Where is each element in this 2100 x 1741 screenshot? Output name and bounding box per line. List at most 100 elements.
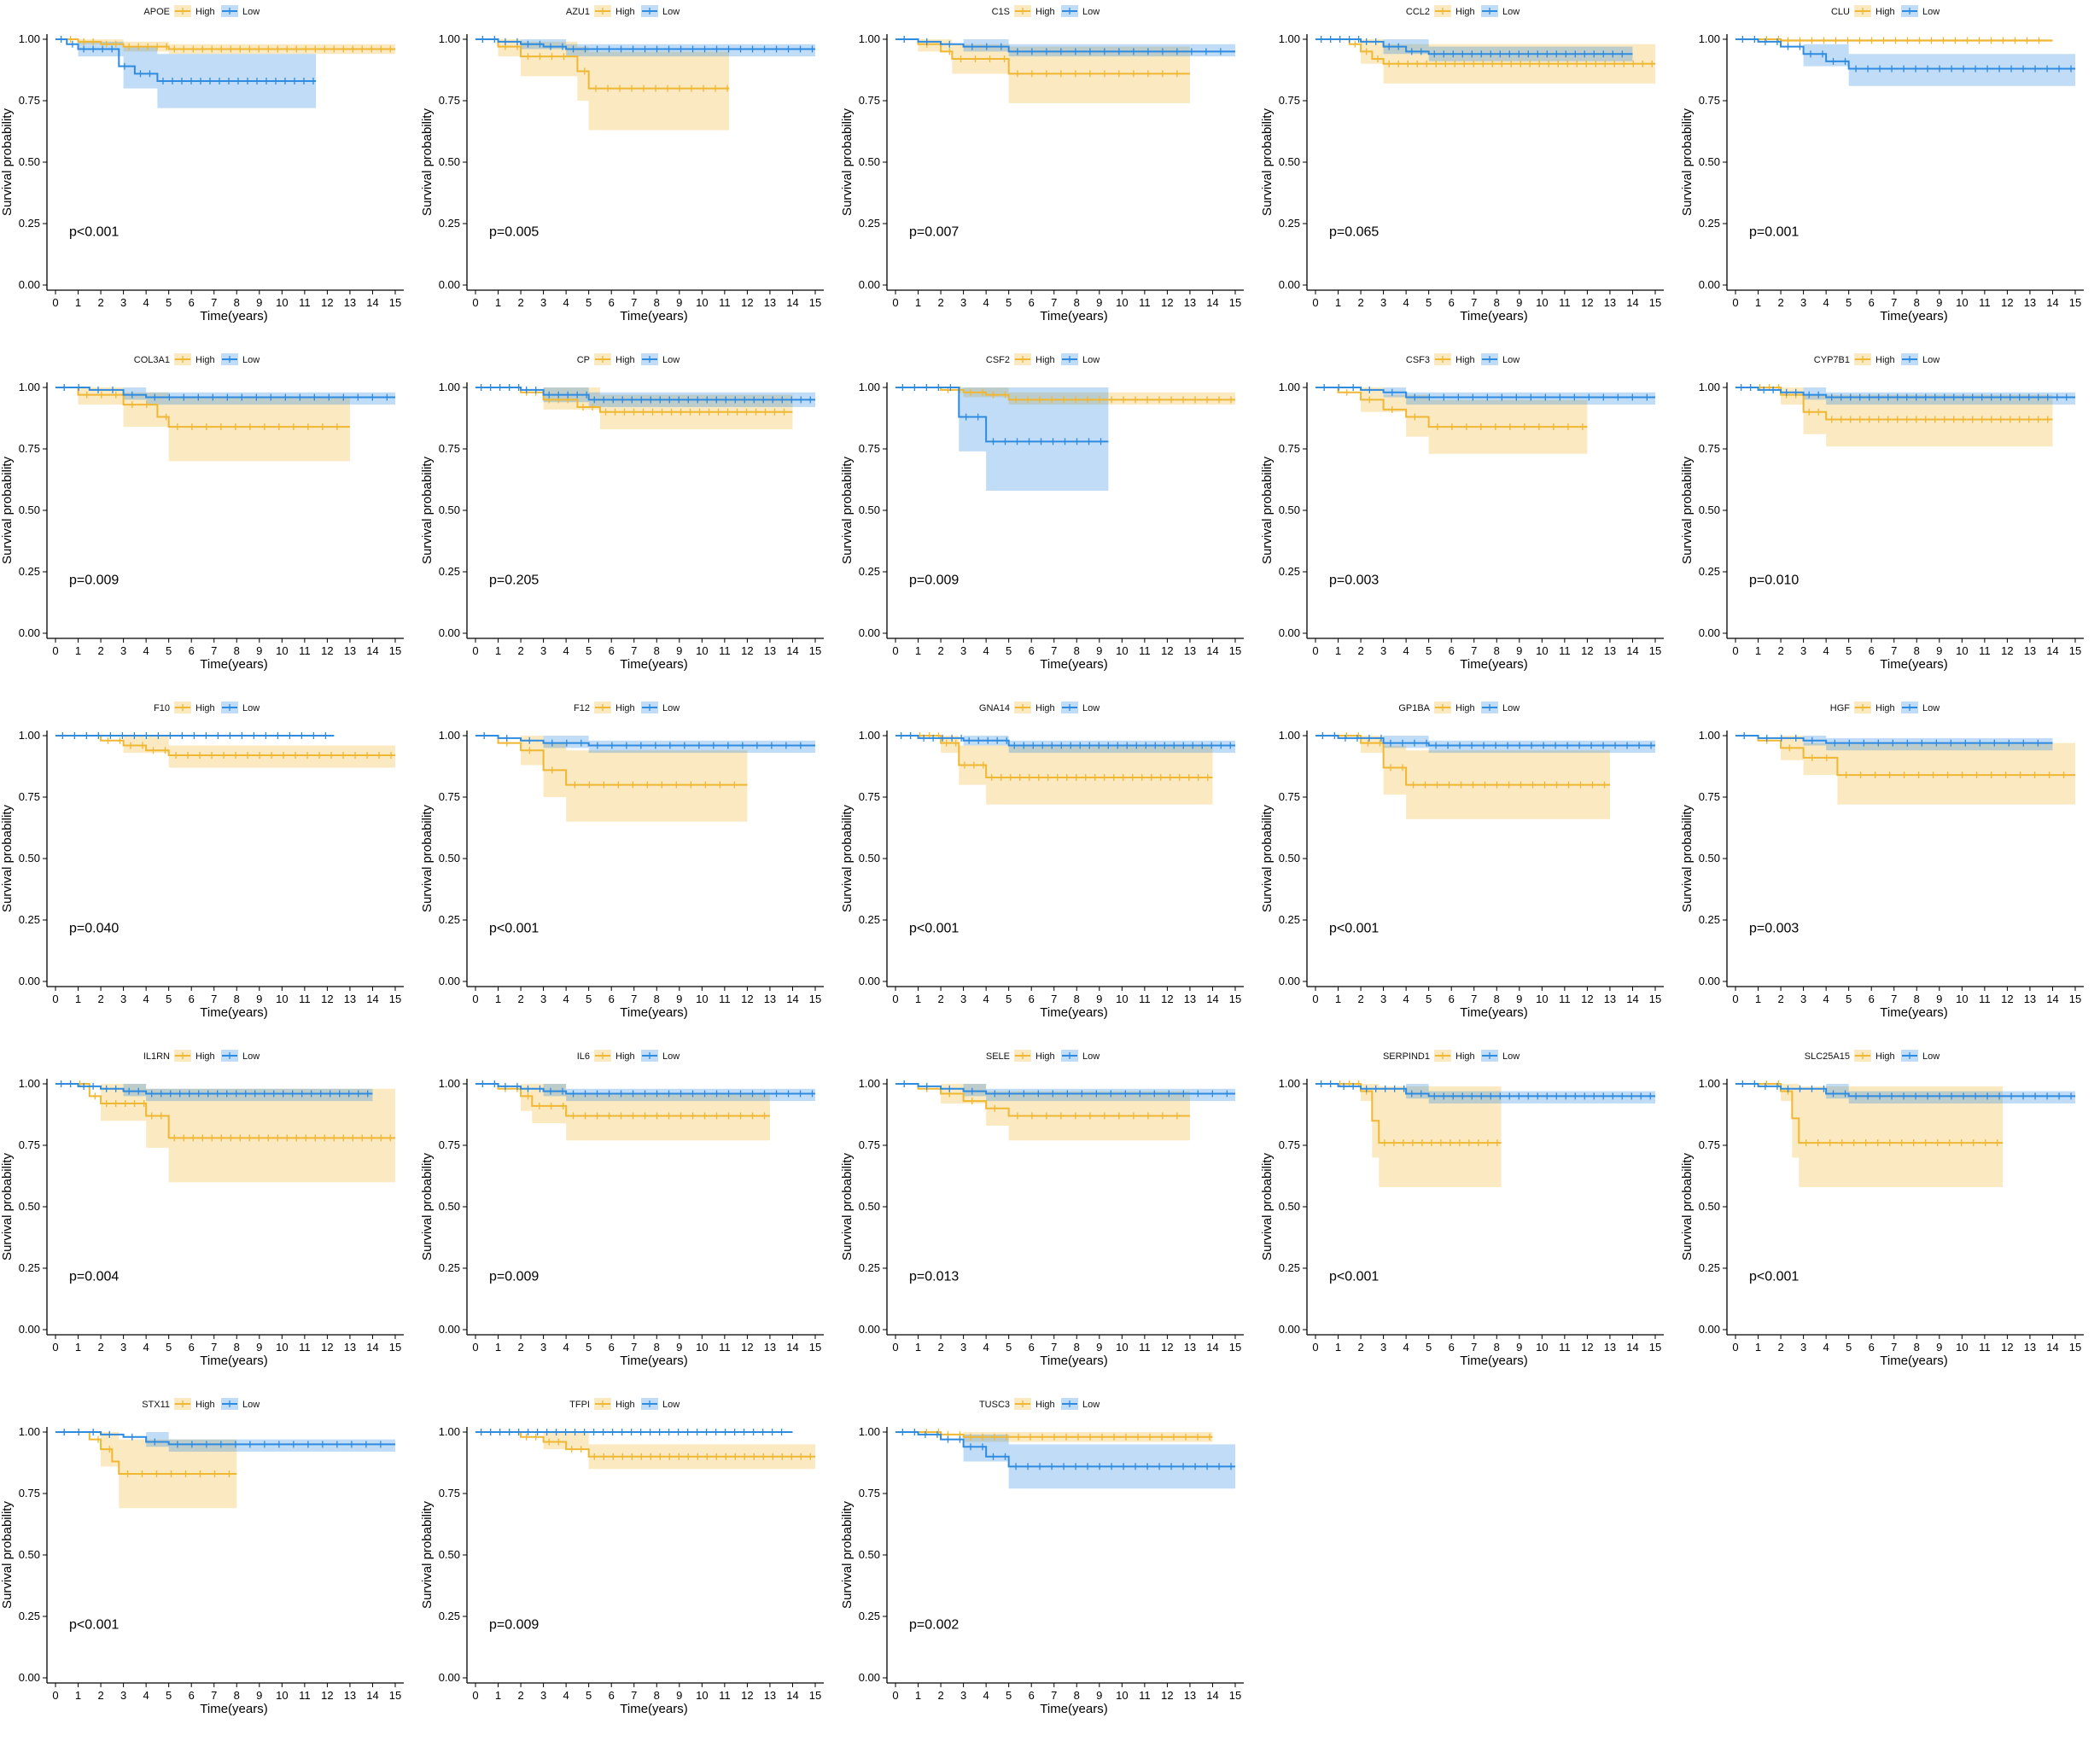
x-axis-title: Time(years) — [620, 1702, 687, 1716]
km-panel-azu1: AZU1 High Low 0.00 0.25 0.50 0.75 1.00 0 1 2 3 4 5 6 7 8… — [420, 0, 840, 348]
x-tick-label: 15 — [809, 1341, 821, 1354]
legend: CYP7B1 High Low — [1814, 353, 1940, 365]
x-tick-label: 7 — [631, 1689, 637, 1702]
x-tick-label: 3 — [960, 644, 966, 657]
legend-title: TUSC3 — [979, 1400, 1010, 1410]
p-value-label: p=0.009 — [489, 1617, 539, 1632]
x-tick-label: 14 — [2046, 1341, 2058, 1354]
x-tick-label: 1 — [75, 1689, 81, 1702]
x-tick-label: 3 — [540, 993, 546, 1005]
y-tick-label: 0.75 — [859, 442, 880, 455]
y-tick-label: 1.00 — [19, 1077, 40, 1090]
survival-curve-low — [895, 38, 1235, 53]
survival-curve-high — [1735, 1083, 2004, 1144]
x-tick-label: 2 — [937, 993, 943, 1005]
x-tick-label: 3 — [960, 1689, 966, 1702]
x-tick-label: 0 — [1732, 644, 1738, 657]
legend-title: IL6 — [577, 1051, 590, 1062]
x-tick-label: 14 — [786, 296, 798, 309]
x-tick-label: 12 — [321, 1689, 333, 1702]
x-tick-label: 15 — [2069, 993, 2081, 1005]
x-tick-label: 14 — [2046, 296, 2058, 309]
x-tick-label: 11 — [1139, 1689, 1151, 1702]
legend-label-high: High — [1035, 703, 1055, 713]
legend-label-high: High — [615, 1400, 635, 1410]
y-tick-label: 0.00 — [859, 1323, 880, 1336]
x-tick-label: 6 — [1869, 1341, 1875, 1354]
survival-curve-low — [1735, 1083, 2075, 1098]
p-value-label: p=0.009 — [909, 573, 959, 587]
survival-curve-low — [895, 735, 1235, 747]
x-tick-label: 1 — [75, 993, 81, 1005]
x-tick-label: 1 — [495, 993, 501, 1005]
axes: 0.000.250.500.751.000 1 2 3 4 5 6 7 8 9 10 11 12 13 14… — [840, 32, 1244, 323]
x-tick-label: 1 — [75, 644, 81, 657]
ci-band-low — [1315, 1084, 1655, 1104]
legend-title: F12 — [574, 703, 590, 713]
y-axis-title: Survival probability — [420, 1153, 435, 1261]
x-tick-label: 14 — [366, 296, 378, 309]
legend-label-high: High — [1875, 7, 1895, 17]
legend: CSF2 High Low — [986, 353, 1100, 365]
x-tick-label: 2 — [97, 644, 103, 657]
y-tick-label: 0.00 — [19, 975, 40, 987]
x-tick-label: 8 — [1914, 993, 1920, 1005]
legend-title: TFPI — [569, 1400, 590, 1410]
y-tick-label: 0.50 — [859, 1200, 880, 1213]
y-axis-title: Survival probability — [1260, 805, 1275, 912]
x-tick-label: 11 — [719, 296, 731, 309]
x-tick-label: 13 — [2024, 296, 2036, 309]
y-tick-label: 0.50 — [19, 1200, 40, 1213]
x-tick-label: 10 — [696, 1341, 708, 1354]
legend-label-low: Low — [242, 703, 260, 713]
y-tick-label: 0.00 — [19, 1671, 40, 1684]
y-tick-label: 1.00 — [1279, 381, 1300, 393]
ci-band-low — [55, 1084, 373, 1102]
x-tick-label: 10 — [1536, 1341, 1548, 1354]
x-tick-label: 7 — [631, 993, 637, 1005]
x-tick-label: 5 — [1006, 296, 1012, 309]
legend-label-low: Low — [1082, 703, 1100, 713]
x-tick-label: 6 — [609, 644, 615, 657]
x-tick-label: 3 — [1800, 1341, 1806, 1354]
x-tick-label: 3 — [1380, 644, 1386, 657]
x-tick-label: 0 — [1732, 1341, 1738, 1354]
x-tick-label: 2 — [517, 296, 523, 309]
x-tick-label: 0 — [1312, 644, 1318, 657]
legend: IL6 High Low — [577, 1050, 680, 1062]
x-tick-label: 7 — [211, 644, 217, 657]
y-tick-label: 1.00 — [1699, 729, 1720, 742]
x-tick-label: 15 — [2069, 296, 2081, 309]
x-tick-label: 5 — [1426, 1341, 1432, 1354]
x-tick-label: 13 — [1604, 296, 1616, 309]
legend: TFPI High Low — [569, 1398, 680, 1410]
x-tick-label: 9 — [256, 296, 262, 309]
x-tick-label: 10 — [276, 1689, 288, 1702]
x-tick-label: 7 — [1471, 993, 1477, 1005]
y-tick-label: 0.25 — [1279, 217, 1300, 230]
x-tick-label: 12 — [1161, 1689, 1173, 1702]
km-panel-slc25a15: SLC25A15 High Low 0.00 0.25 0.50 0.75 1.00 0 1 2 3 4… — [1680, 1045, 2100, 1393]
legend: CLU High Low — [1831, 5, 1940, 17]
legend-label-low: Low — [1922, 7, 1940, 17]
x-tick-label: 5 — [1006, 993, 1012, 1005]
x-tick-label: 12 — [1581, 1341, 1593, 1354]
x-tick-label: 12 — [741, 1341, 753, 1354]
y-tick-label: 1.00 — [19, 381, 40, 393]
x-tick-label: 4 — [983, 1341, 989, 1354]
survival-curve-low — [895, 1083, 1235, 1095]
x-tick-label: 12 — [741, 296, 753, 309]
legend: F12 High Low — [574, 702, 680, 713]
x-tick-label: 10 — [696, 1689, 708, 1702]
x-tick-label: 9 — [1936, 644, 1942, 657]
ci-band-high — [475, 39, 730, 131]
x-tick-label: 4 — [1823, 993, 1829, 1005]
x-tick-label: 6 — [609, 1689, 615, 1702]
x-tick-label: 9 — [1096, 993, 1102, 1005]
x-tick-label: 8 — [1914, 644, 1920, 657]
km-panel-serpind1: SERPIND1 High Low 0.00 0.25 0.50 0.75 1.00 0 1 2 3 4… — [1260, 1045, 1680, 1393]
x-tick-label: 6 — [189, 1689, 195, 1702]
